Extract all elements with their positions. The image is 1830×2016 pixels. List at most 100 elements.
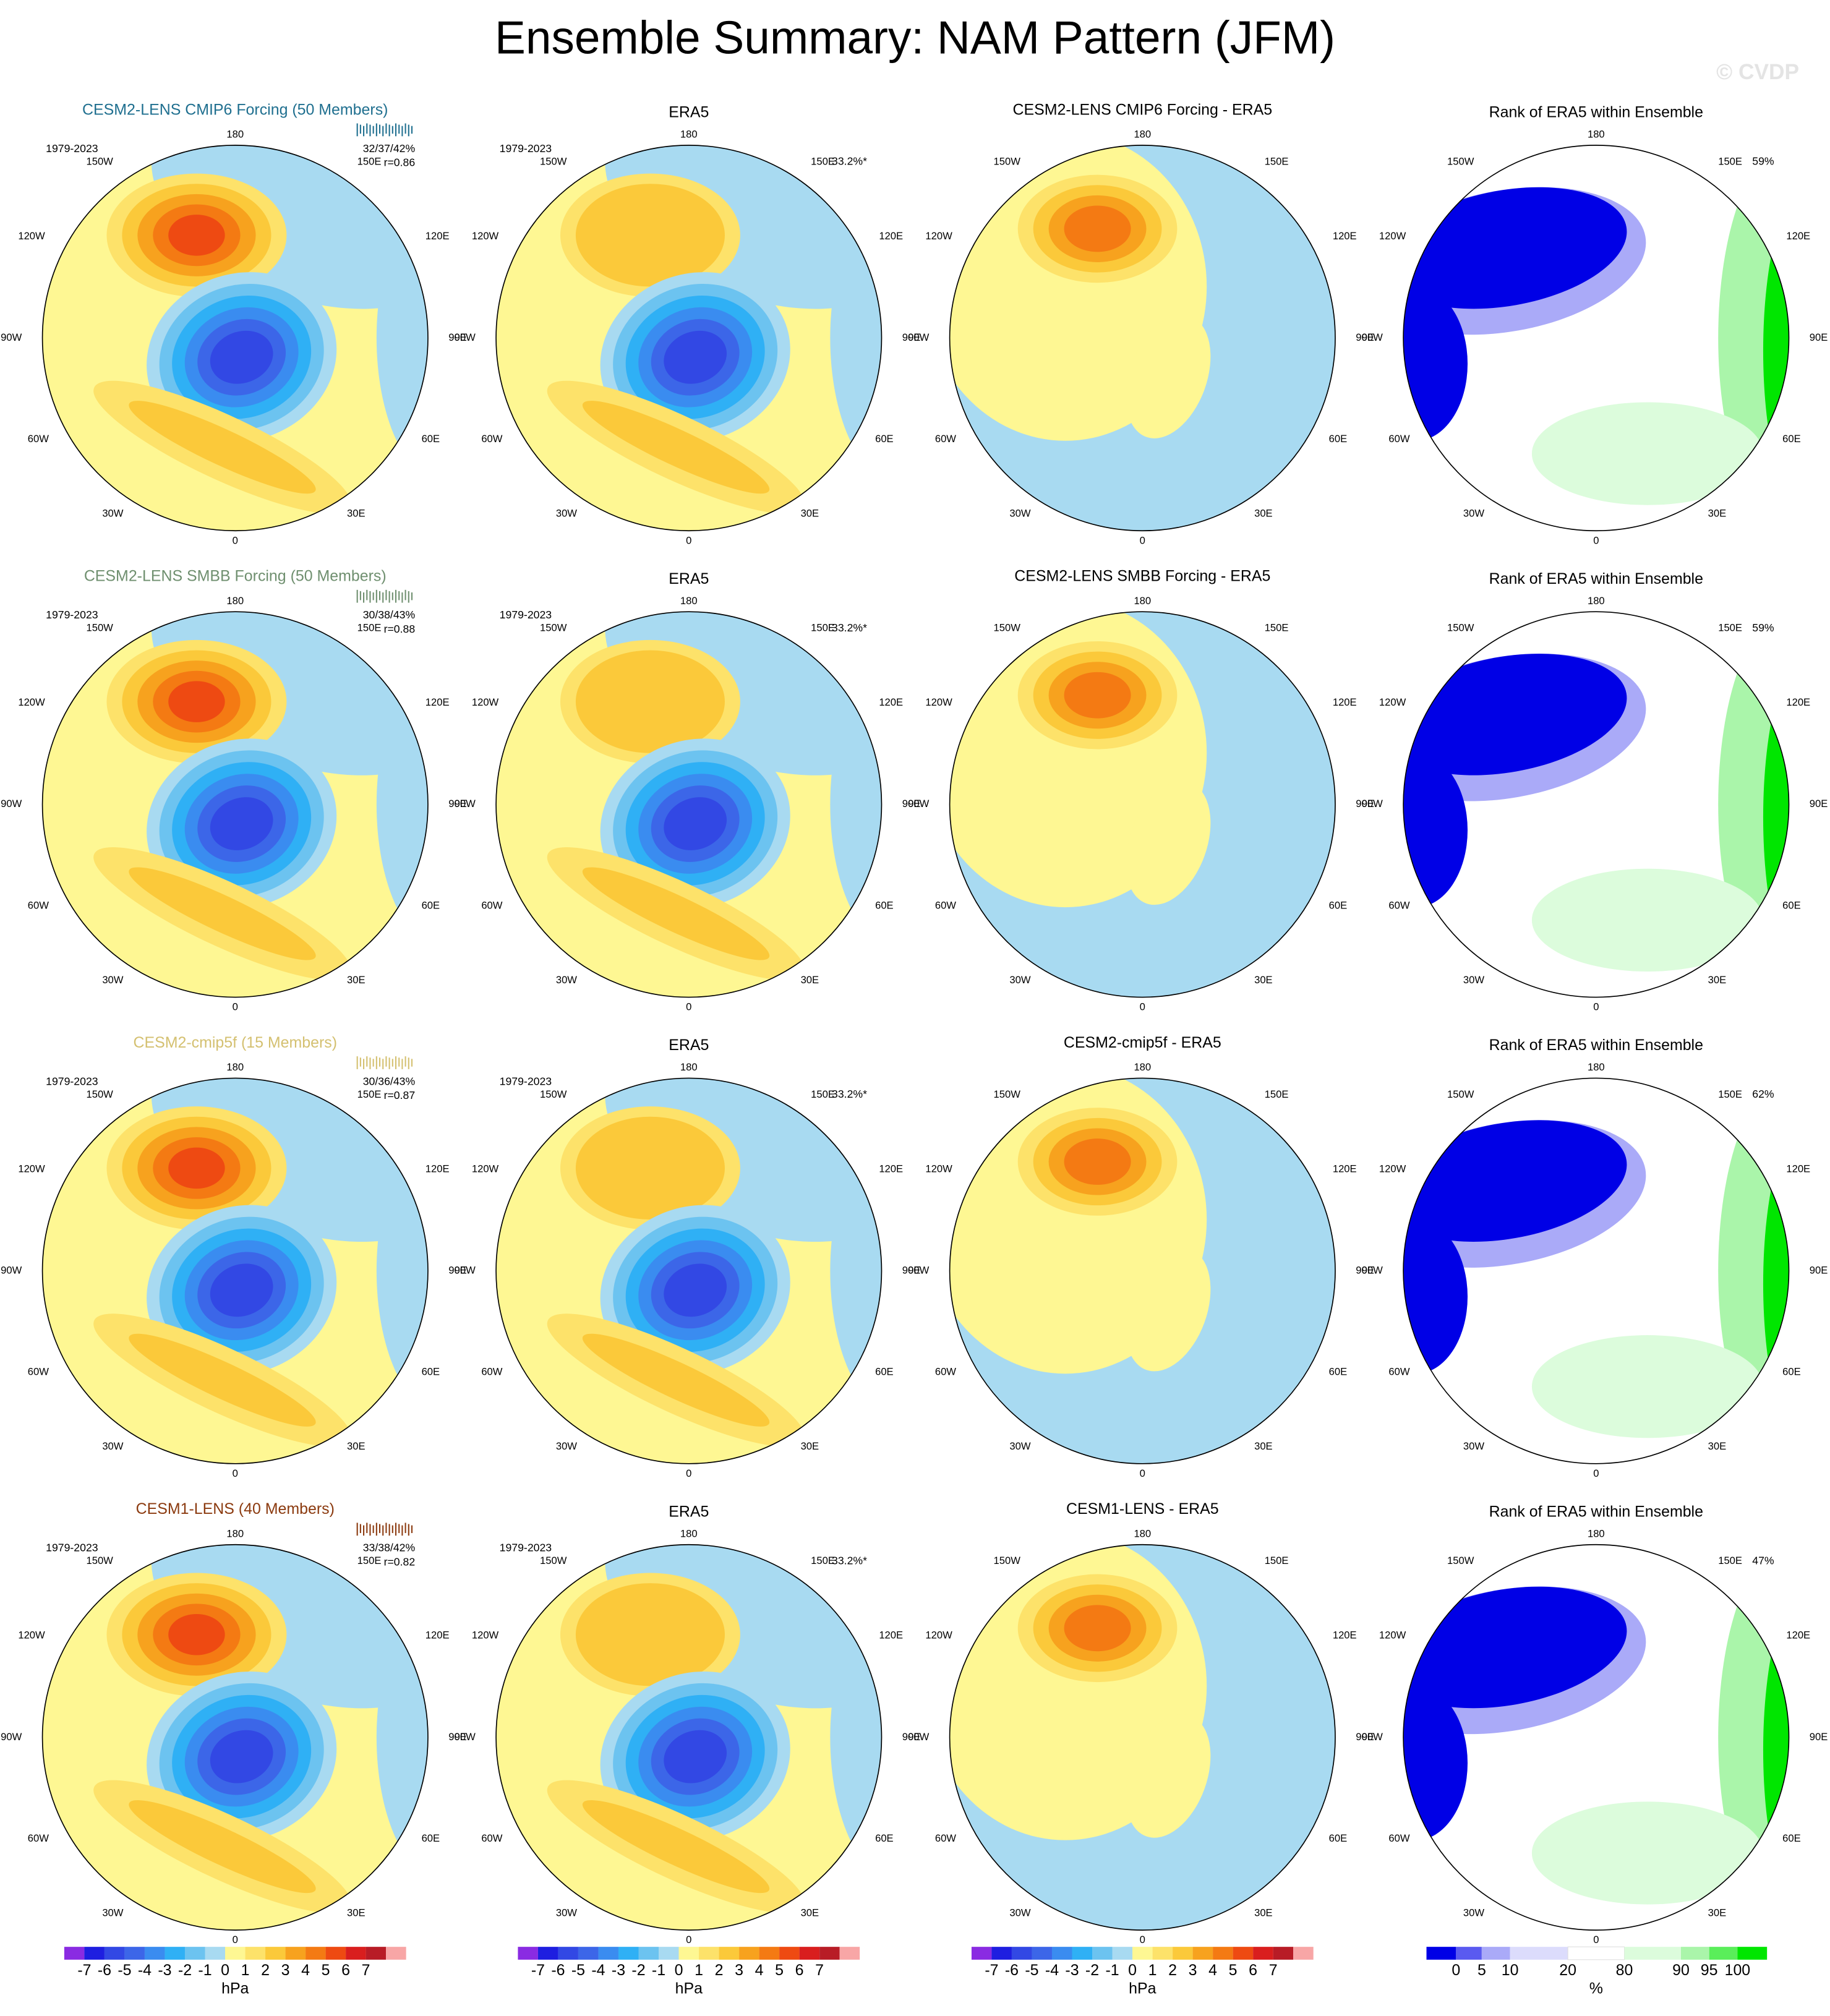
longitude-label: 90W (1362, 1265, 1383, 1276)
contour-region (1531, 1335, 1763, 1438)
longitude-label: 90E (448, 331, 467, 343)
colorbar-box (1132, 1947, 1153, 1960)
longitude-label: 120W (925, 696, 952, 708)
longitude-label: 0 (233, 534, 238, 546)
colorbar-box (184, 1947, 205, 1960)
longitude-label: 90E (1356, 798, 1374, 809)
longitude-label: 60W (481, 433, 502, 445)
longitude-label: 60W (1388, 1366, 1409, 1378)
map-outline (949, 145, 1336, 532)
longitude-label: 120W (472, 696, 499, 708)
contour-region (830, 663, 882, 946)
longitude-label: 90W (1362, 331, 1383, 343)
colorbar-box (1173, 1947, 1193, 1960)
contour-region (1126, 314, 1211, 438)
colorbar-box (124, 1947, 145, 1960)
longitude-label: 180 (226, 595, 244, 607)
longitude-label: 90E (902, 1731, 921, 1743)
longitude-label: 150W (86, 622, 113, 634)
colorbar-box (1481, 1947, 1510, 1960)
map (42, 1078, 428, 1464)
contour-region (1126, 1714, 1211, 1838)
colorbar-label: -6 (98, 1962, 111, 1979)
longitude-label: 180 (226, 1061, 244, 1073)
colorbar-box (104, 1947, 125, 1960)
contour-region (129, 1800, 316, 1894)
colorbar-label: 0 (221, 1962, 229, 1979)
variance-explained: 33.2%* (832, 155, 867, 168)
colorbar-label: 4 (1208, 1962, 1217, 1979)
contour-region (1531, 402, 1763, 505)
longitude-label: 180 (680, 129, 698, 140)
colorbar-label: 1 (1148, 1962, 1157, 1979)
contour-region (664, 1263, 727, 1317)
map (1403, 145, 1789, 531)
longitude-label: 30W (556, 974, 577, 986)
longitude-label: 30W (1009, 1440, 1030, 1452)
longitude-label: 30E (347, 1440, 366, 1452)
longitude-label: 150W (1447, 155, 1474, 167)
longitude-label: 0 (233, 1934, 238, 1946)
contour-region (664, 797, 727, 850)
longitude-label: 120W (472, 1163, 499, 1174)
colorbar-label: -6 (1005, 1962, 1019, 1979)
colorbar-box (1680, 1947, 1709, 1960)
watermark: © CVDP (1716, 60, 1799, 84)
contour-region (1531, 868, 1763, 972)
panel-title: ERA5 (669, 103, 709, 121)
longitude-label: 150E (1265, 622, 1289, 634)
longitude-label: 90W (455, 1731, 476, 1743)
colorbar-box (1072, 1947, 1093, 1960)
longitude-label: 60W (481, 1832, 502, 1844)
colorbar-label: 4 (755, 1962, 764, 1979)
map-outline (41, 1077, 429, 1464)
contour-region (575, 1116, 725, 1220)
map (496, 1078, 882, 1464)
longitude-label: 60E (1782, 899, 1801, 911)
longitude-label: 120W (18, 230, 45, 242)
colorbar-units: hPa (1129, 1980, 1156, 1997)
longitude-label: 0 (1593, 534, 1599, 546)
longitude-label: 30W (556, 1440, 577, 1452)
colorbar-box (225, 1947, 246, 1960)
longitude-label: 30E (1708, 1907, 1727, 1919)
map-outline (949, 1544, 1336, 1931)
longitude-label: 60W (481, 1366, 502, 1378)
longitude-label: 60W (935, 899, 956, 911)
longitude-label: 60E (422, 1366, 440, 1378)
contour-region (1403, 286, 1468, 441)
contour-region (1064, 1138, 1131, 1185)
longitude-label: 30W (556, 508, 577, 519)
contour-region (1403, 753, 1468, 908)
contour-region (210, 1730, 273, 1783)
period: 1979-2023 (500, 1075, 552, 1087)
longitude-label: 60E (875, 433, 894, 445)
colorbar-label: 2 (715, 1962, 724, 1979)
contour-region (575, 184, 725, 287)
panel-title: Rank of ERA5 within Ensemble (1489, 103, 1703, 121)
longitude-label: 90E (902, 798, 921, 809)
longitude-label: 90W (908, 798, 929, 809)
colorbar-label: -4 (591, 1962, 605, 1979)
colorbar-box (245, 1947, 266, 1960)
longitude-label: 120E (879, 1629, 903, 1641)
longitude-label: 90E (448, 1731, 467, 1743)
colorbar-label: 0 (675, 1962, 683, 1979)
longitude-label: 0 (686, 1934, 691, 1946)
period: 1979-2023 (46, 1542, 98, 1554)
contour-region (210, 1263, 273, 1317)
colorbar-label: 7 (362, 1962, 370, 1979)
colorbar-box (659, 1947, 679, 1960)
period: 1979-2023 (46, 609, 98, 621)
colorbar-box (1510, 1947, 1568, 1960)
panel-title: Rank of ERA5 within Ensemble (1489, 570, 1703, 587)
longitude-label: 150E (1265, 155, 1289, 167)
colorbar-units: % (1589, 1980, 1603, 1997)
colorbar-box (638, 1947, 659, 1960)
longitude-label: 30E (347, 974, 366, 986)
map-outline (1403, 145, 1790, 532)
longitude-label: 30W (1009, 974, 1030, 986)
colorbar-label: 5 (775, 1962, 784, 1979)
map (496, 612, 882, 997)
colorbar-label: -5 (1025, 1962, 1038, 1979)
